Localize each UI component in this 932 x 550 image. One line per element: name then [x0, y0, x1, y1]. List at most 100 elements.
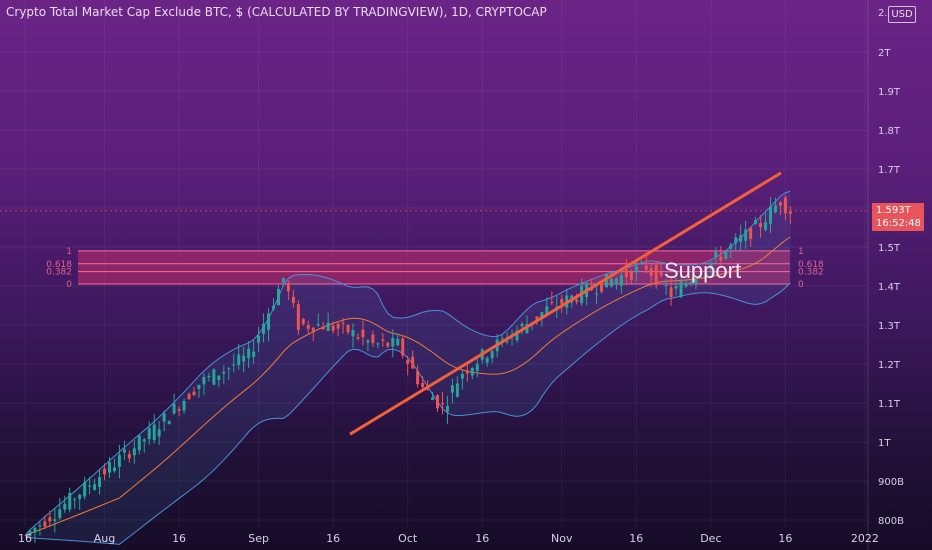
candle-body — [714, 251, 718, 258]
candle-body — [788, 211, 792, 214]
y-tick-label: 900B — [878, 477, 904, 488]
candle-body — [311, 327, 315, 333]
candle-body — [381, 339, 385, 341]
x-tick-label: Nov — [551, 532, 573, 545]
candle-body — [654, 264, 658, 286]
candle-body — [103, 468, 107, 475]
candle-body — [545, 306, 549, 315]
candle-body — [58, 509, 62, 519]
candle-body — [177, 408, 181, 411]
candle-body — [192, 391, 196, 396]
candle-body — [257, 335, 261, 343]
candle-body — [207, 375, 211, 378]
candle-body — [132, 448, 136, 456]
fib-label-right: 1 — [798, 247, 804, 257]
candle-body — [391, 337, 395, 347]
x-tick-label: Oct — [398, 532, 418, 545]
candle-body — [431, 397, 435, 401]
candle-body — [232, 364, 236, 366]
candle-body — [247, 348, 251, 359]
candle-body — [237, 354, 241, 366]
candle-body — [291, 296, 295, 304]
candle-body — [450, 385, 454, 393]
candle-body — [127, 454, 131, 459]
y-tick-label: 800B — [878, 516, 904, 527]
candle-body — [614, 278, 618, 284]
candle-body — [490, 351, 494, 359]
candle-body — [560, 298, 564, 304]
candle-body — [286, 283, 290, 292]
candle-body — [470, 367, 474, 376]
candle-body — [629, 271, 633, 280]
candle-body — [326, 322, 330, 331]
candle-body — [406, 360, 410, 364]
candle-body — [73, 499, 77, 501]
y-tick-label: 1.3T — [878, 321, 901, 332]
candle-body — [386, 342, 390, 347]
fib-label-right: 0.382 — [798, 268, 824, 278]
fib-label-left: 1 — [66, 247, 72, 257]
candle-body — [217, 375, 221, 381]
candle-body — [212, 369, 216, 385]
candle-body — [485, 357, 489, 363]
candle-body — [401, 338, 405, 356]
candle-body — [575, 299, 579, 302]
y-tick-label: 1T — [878, 438, 891, 449]
candle-body — [396, 338, 400, 346]
candle-body — [749, 227, 753, 240]
candle-body — [262, 323, 266, 334]
candle-body — [152, 424, 156, 441]
candle-body — [500, 338, 504, 340]
candle-body — [167, 421, 171, 425]
x-tick-label: Aug — [94, 532, 115, 545]
candle-body — [445, 405, 449, 413]
candle-body — [455, 383, 459, 397]
candle-body — [267, 313, 271, 330]
candle-body — [142, 439, 146, 442]
candle-countdown: 16:52:48 — [876, 218, 921, 229]
candle-body — [33, 527, 37, 533]
fib-label-left: 0.382 — [46, 268, 72, 278]
y-tick-label: 1.7T — [878, 165, 901, 176]
candle-body — [371, 334, 375, 343]
candle-body — [778, 202, 782, 206]
candle-body — [316, 324, 320, 326]
candle-body — [296, 304, 300, 331]
candle-body — [639, 262, 643, 264]
candle-body — [440, 403, 444, 405]
x-tick-label: Sep — [248, 532, 269, 545]
candle-body — [356, 337, 360, 339]
candle-body — [281, 277, 285, 283]
candle-body — [242, 355, 246, 362]
candle-body — [38, 525, 42, 527]
candle-body — [604, 274, 608, 288]
candle-body — [649, 268, 653, 276]
candle-body — [336, 323, 340, 329]
candle-body — [664, 285, 668, 287]
candle-body — [276, 288, 280, 306]
currency-button[interactable]: USD — [888, 6, 916, 23]
candle-body — [550, 302, 554, 304]
candle-body — [107, 462, 111, 473]
candle-body — [416, 370, 420, 385]
candle-body — [376, 343, 380, 345]
x-tick-label: 16 — [326, 532, 340, 545]
candle-body — [63, 503, 67, 510]
candle-body — [162, 413, 166, 422]
candle-body — [68, 492, 72, 510]
candle-body — [28, 530, 32, 536]
candle-body — [182, 400, 186, 411]
y-tick-label: 2. — [878, 8, 888, 19]
candle-body — [659, 272, 663, 276]
candle-body — [147, 428, 151, 440]
candle-body — [301, 318, 305, 324]
candle-body — [43, 521, 47, 527]
support-label: Support — [664, 258, 741, 283]
trendline — [349, 171, 782, 436]
y-tick-label: 1.2T — [878, 360, 901, 371]
candle-body — [272, 305, 275, 310]
candle-body — [222, 371, 226, 374]
chart-title: Crypto Total Market Cap Exclude BTC, $ (… — [6, 5, 547, 19]
